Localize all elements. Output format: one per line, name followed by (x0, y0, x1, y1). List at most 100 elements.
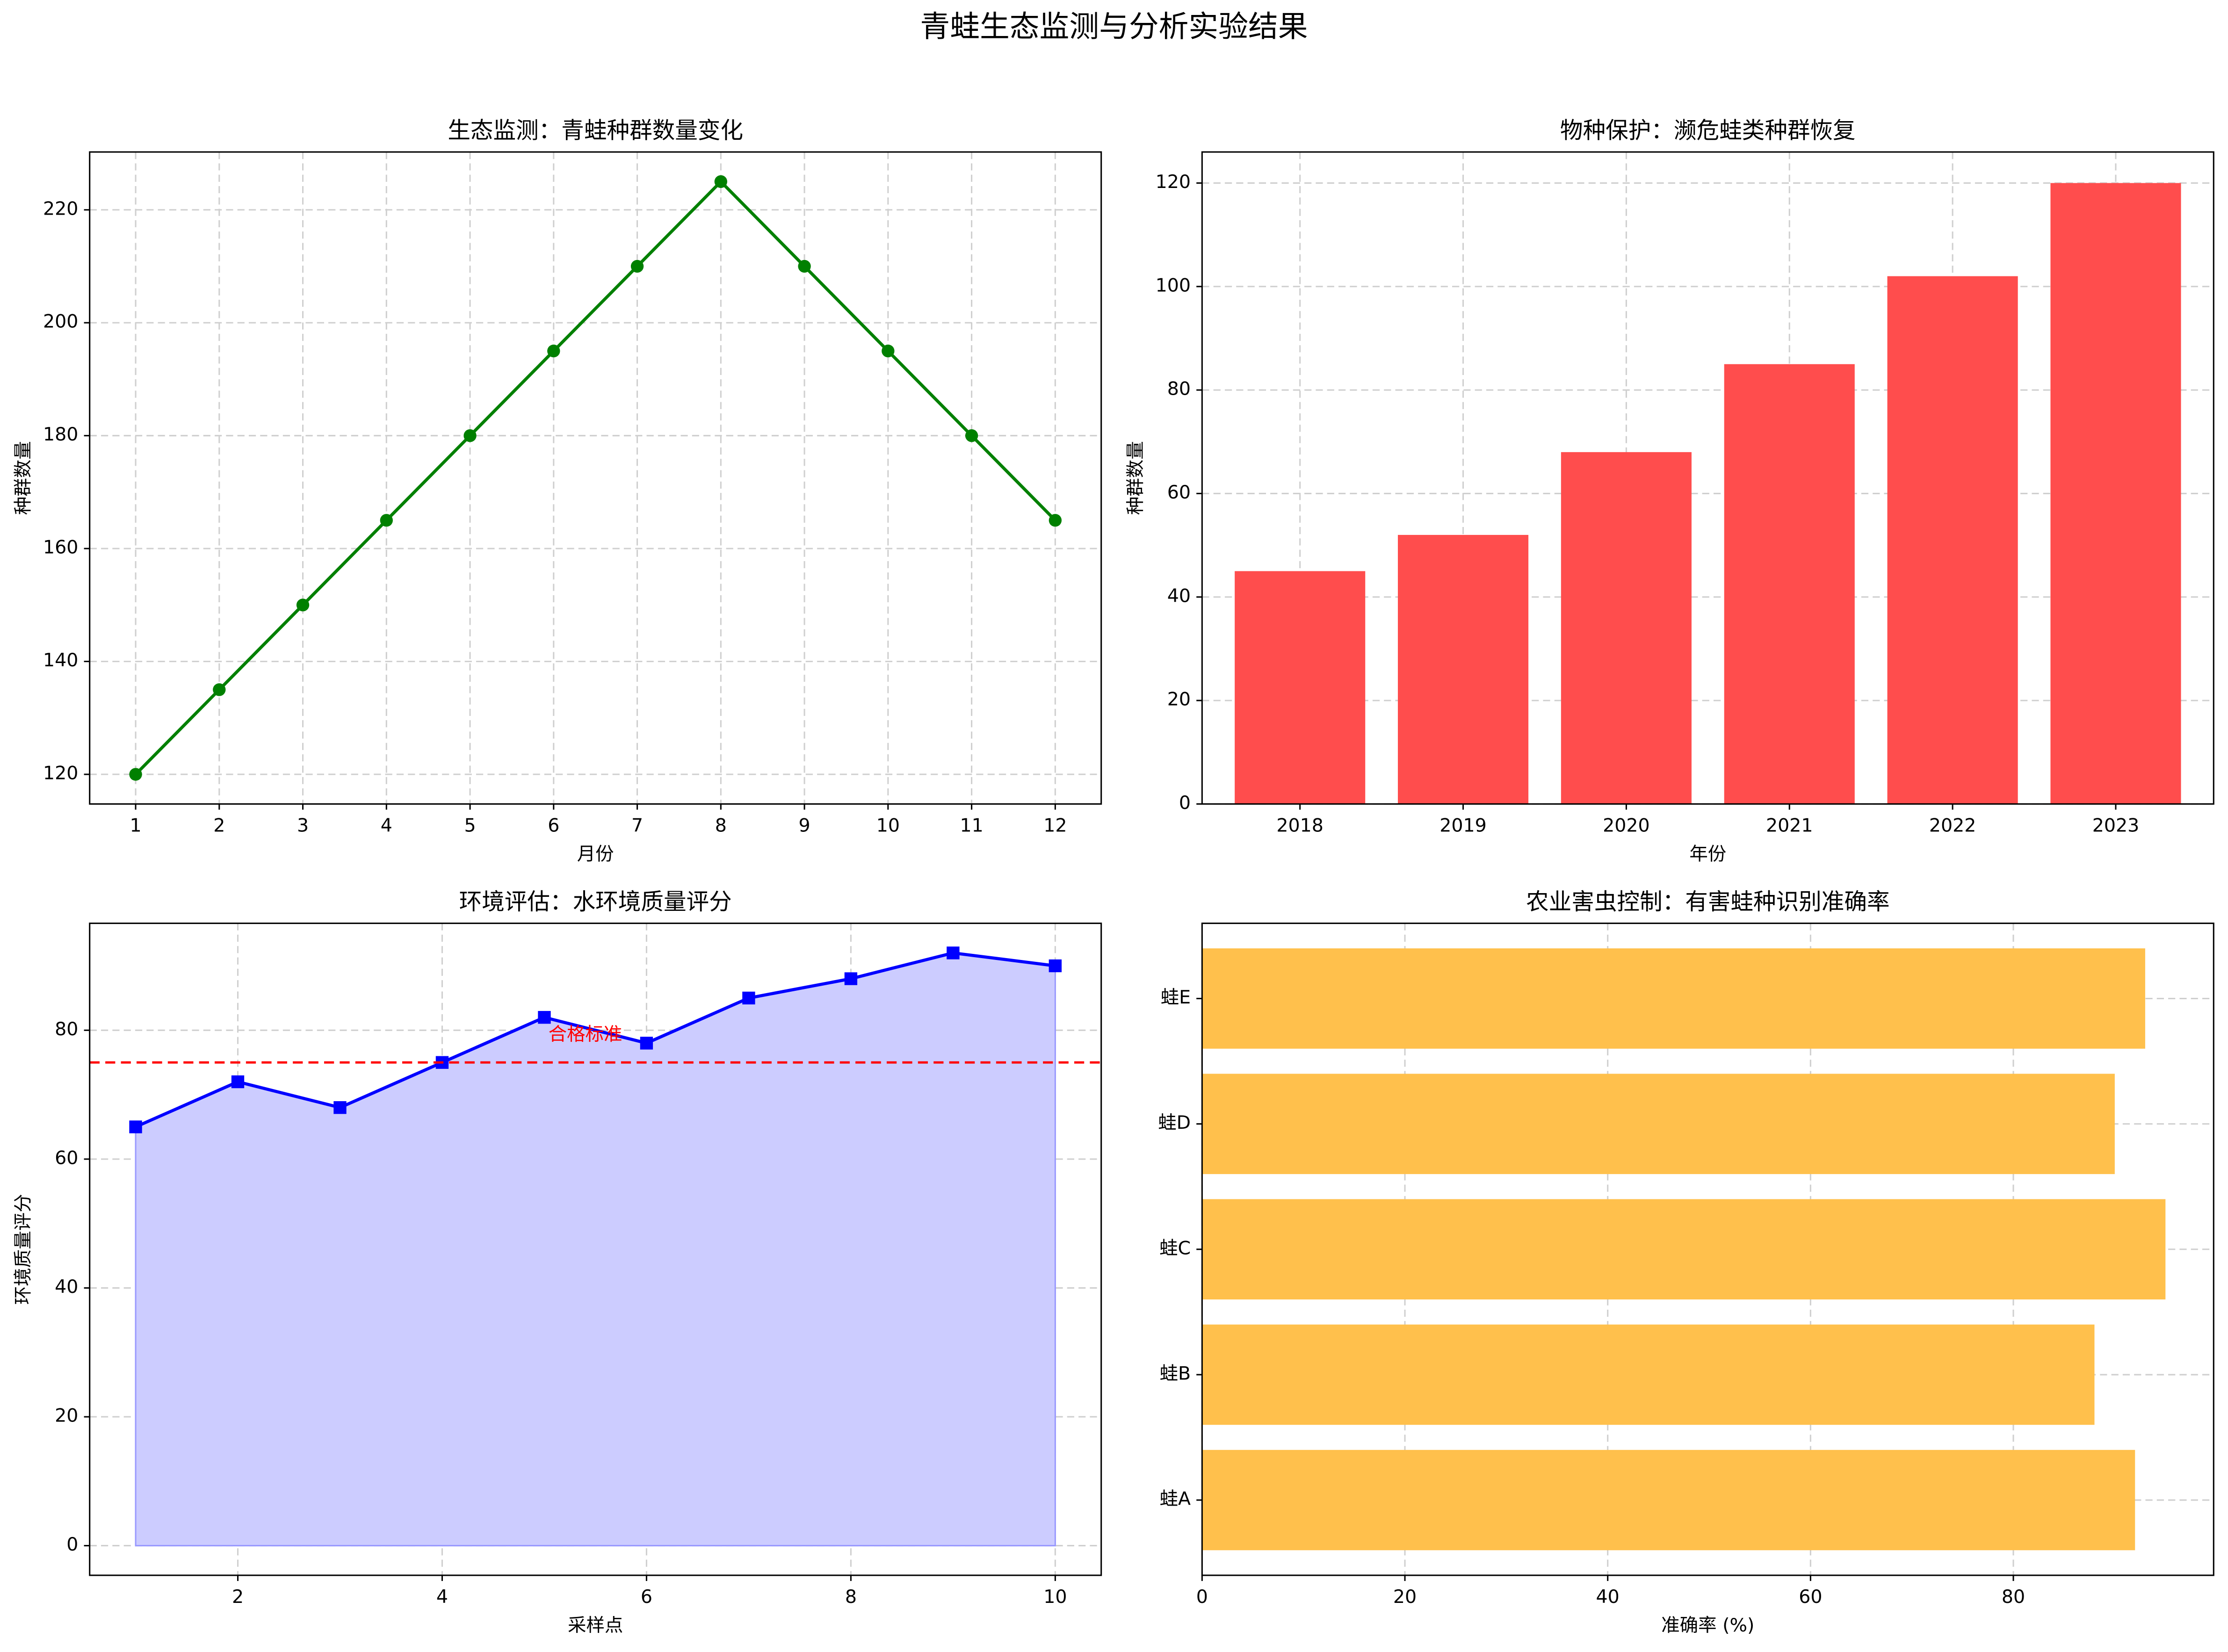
x-tick-label: 3 (297, 815, 309, 837)
y-tick-label: 蛙E (1161, 987, 1191, 1008)
y-tick-label: 160 (43, 537, 78, 558)
x-tick-label: 10 (1043, 1586, 1067, 1608)
y-tick-label: 60 (1167, 482, 1191, 503)
x-tick-label: 7 (631, 815, 643, 837)
x-tick-label: 11 (960, 815, 983, 837)
y-tick-label: 200 (43, 311, 78, 332)
x-tick-label: 9 (799, 815, 810, 837)
point (844, 972, 858, 985)
bar (1724, 364, 1855, 804)
x-tick-label: 8 (845, 1586, 857, 1608)
chart-title: 农业害虫控制：有害蛙种识别准确率 (1526, 889, 1890, 915)
threshold-label: 合格标准 (549, 1024, 622, 1045)
bar (1202, 1199, 2166, 1300)
x-tick-label: 10 (876, 815, 900, 837)
x-tick-label: 12 (1043, 815, 1067, 837)
x-tick-label: 2022 (1929, 815, 1976, 837)
bar (1202, 948, 2145, 1049)
x-tick-label: 2 (213, 815, 225, 837)
bar (1202, 1074, 2115, 1174)
y-axis-label: 种群数量 (1125, 441, 1146, 515)
point (1049, 514, 1062, 527)
bar (1887, 276, 2018, 804)
line (134, 179, 1056, 776)
x-tick-label: 2019 (1440, 815, 1486, 837)
point (1049, 959, 1062, 973)
x-tick-label: 2021 (1766, 815, 1813, 837)
x-tick-label: 6 (641, 1586, 652, 1608)
x-tick-label: 40 (1596, 1586, 1620, 1608)
figure-title: 青蛙生态监测与分析实验结果 (920, 9, 1308, 44)
point (129, 768, 142, 781)
y-tick-label: 20 (55, 1405, 78, 1427)
y-tick-label: 0 (1179, 792, 1191, 814)
x-tick-label: 80 (2002, 1586, 2025, 1608)
point (882, 344, 895, 358)
point (714, 175, 727, 188)
bar (1202, 1324, 2095, 1425)
x-tick-label: 4 (436, 1586, 448, 1608)
x-axis-label: 准确率 (%) (1661, 1615, 1754, 1636)
point (547, 344, 560, 358)
bar (2050, 183, 2181, 804)
y-tick-label: 120 (1156, 171, 1191, 193)
x-tick-label: 4 (381, 815, 392, 837)
x-tick-label: 0 (1196, 1586, 1208, 1608)
point (333, 1101, 347, 1114)
x-tick-label: 2020 (1603, 815, 1650, 837)
point (538, 1011, 551, 1024)
x-tick-label: 2018 (1276, 815, 1324, 837)
y-tick-label: 20 (1167, 689, 1191, 710)
axes-frame (1201, 151, 2214, 805)
x-tick-label: 5 (464, 815, 476, 837)
point (742, 991, 755, 1005)
bar (1202, 1450, 2135, 1551)
x-tick-label: 6 (548, 815, 559, 837)
chart-title: 物种保护：濒危蛙类种群恢复 (1560, 118, 1856, 144)
line (135, 951, 1056, 1129)
y-axis-label: 种群数量 (12, 441, 34, 515)
x-axis-label: 年份 (1689, 843, 1726, 865)
point (380, 514, 393, 527)
y-tick-label: 100 (1156, 274, 1191, 296)
bar (1235, 571, 1366, 804)
point (231, 1075, 245, 1089)
y-tick-label: 220 (43, 198, 78, 219)
point (463, 429, 477, 442)
axes-frame (89, 923, 1102, 1576)
x-tick-label: 8 (715, 815, 727, 837)
point (965, 429, 978, 442)
y-axis-label: 环境质量评分 (12, 1194, 34, 1305)
y-tick-label: 蛙A (1160, 1488, 1191, 1510)
x-axis-label: 月份 (577, 843, 614, 865)
point (213, 683, 226, 696)
y-tick-label: 40 (55, 1276, 78, 1298)
point (947, 946, 960, 959)
y-tick-label: 140 (43, 649, 78, 671)
y-tick-label: 蛙B (1159, 1363, 1191, 1384)
axes-frame (89, 151, 1102, 805)
x-tick-label: 1 (130, 815, 141, 837)
x-axis-label: 采样点 (568, 1615, 623, 1636)
y-tick-label: 蛙D (1158, 1112, 1191, 1133)
y-tick-label: 120 (43, 763, 78, 784)
x-tick-label: 20 (1393, 1586, 1417, 1608)
bar (1397, 534, 1529, 804)
y-tick-label: 80 (55, 1018, 78, 1040)
point (798, 260, 811, 273)
point (296, 599, 310, 612)
x-tick-label: 2023 (2092, 815, 2140, 837)
bar (1561, 452, 1692, 804)
y-tick-label: 蛙C (1159, 1237, 1191, 1259)
y-tick-label: 0 (66, 1534, 78, 1555)
x-tick-label: 2 (232, 1586, 244, 1608)
y-tick-label: 40 (1167, 585, 1191, 606)
chart-title: 环境评估：水环境质量评分 (459, 889, 732, 915)
x-tick-label: 60 (1799, 1586, 1822, 1608)
y-tick-label: 60 (55, 1147, 78, 1169)
chart-title: 生态监测：青蛙种群数量变化 (448, 118, 743, 144)
point (129, 1120, 142, 1133)
y-tick-label: 80 (1167, 378, 1191, 400)
